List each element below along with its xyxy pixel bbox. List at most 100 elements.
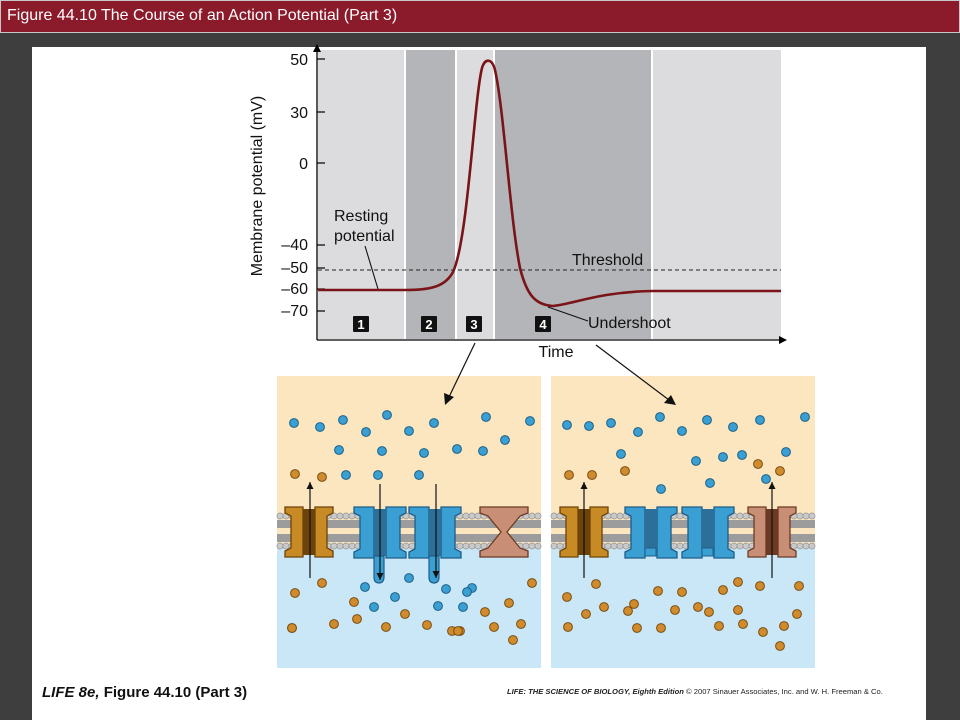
potassium-ion — [733, 577, 743, 587]
title-bar: Figure 44.10 The Course of an Action Pot… — [0, 0, 960, 33]
sodium-ion — [633, 427, 643, 437]
potassium-ion — [653, 586, 663, 596]
y-axis-label: Membrane potential (mV) — [249, 96, 266, 277]
potassium-ion — [620, 466, 630, 476]
potassium-ion — [714, 621, 724, 631]
potassium-channel-open — [747, 506, 797, 558]
sodium-ion — [404, 573, 414, 583]
potassium-ion — [400, 609, 410, 619]
potassium-ion — [775, 466, 785, 476]
potassium-ion — [755, 581, 765, 591]
potassium-channel-closed — [479, 506, 529, 558]
sodium-ion — [419, 448, 429, 458]
potassium-channel-closed — [284, 506, 334, 558]
phase-marker-4: 4 — [535, 316, 551, 332]
sodium-ion — [781, 447, 791, 457]
sodium-ion — [369, 602, 379, 612]
undershoot-pointer — [547, 306, 589, 322]
sodium-ion — [414, 470, 424, 480]
potassium-ion — [738, 619, 748, 629]
sodium-ion — [718, 452, 728, 462]
sodium-ion — [656, 484, 666, 494]
sodium-ion — [338, 415, 348, 425]
efflux-arrow — [768, 482, 776, 578]
potassium-ion — [693, 602, 703, 612]
y-tick-label: 30 — [290, 105, 308, 122]
undershoot-label: Undershoot — [588, 315, 671, 332]
sodium-ion — [677, 426, 687, 436]
potassium-channel-open — [559, 506, 609, 558]
sodium-ion — [334, 445, 344, 455]
potassium-ion — [629, 599, 639, 609]
sodium-ion — [382, 410, 392, 420]
sodium-ion — [737, 450, 747, 460]
sodium-ion — [390, 592, 400, 602]
resting-pointer — [364, 245, 379, 290]
potassium-ion — [591, 579, 601, 589]
sodium-ion — [800, 412, 810, 422]
sodium-ion — [616, 449, 626, 459]
ion-dots — [287, 410, 810, 651]
sodium-ion — [606, 418, 616, 428]
phase-bands — [318, 50, 781, 339]
resting-potential-label: Resting potential — [334, 208, 395, 245]
potassium-ion — [504, 598, 514, 608]
potassium-ion — [704, 607, 714, 617]
efflux-arrow — [306, 482, 314, 578]
action-potential-curve — [318, 59, 781, 308]
sodium-ion — [361, 427, 371, 437]
potassium-ion — [656, 623, 666, 633]
potassium-ion — [599, 602, 609, 612]
sodium-ion — [500, 435, 510, 445]
potassium-ion — [733, 605, 743, 615]
x-axis-label: Time — [539, 344, 574, 361]
sodium-channel-inactivated — [624, 506, 678, 559]
potassium-ion — [317, 472, 327, 482]
phase-marker-2: 2 — [421, 316, 437, 332]
potassium-ion — [794, 581, 804, 591]
potassium-ion — [670, 605, 680, 615]
potassium-ion — [792, 609, 802, 619]
panel-left-cytosol — [277, 545, 541, 668]
y-tick-label: –70 — [281, 303, 308, 320]
potassium-ion — [718, 585, 728, 595]
potassium-ion — [623, 606, 633, 616]
phase-3-band — [456, 50, 494, 339]
svg-text:2: 2 — [425, 317, 432, 332]
potassium-ion — [317, 578, 327, 588]
figure-caption: LIFE 8e, Figure 44.10 (Part 3) — [42, 684, 248, 701]
sodium-ion — [377, 446, 387, 456]
sodium-ion — [755, 415, 765, 425]
sodium-ion — [429, 418, 439, 428]
ion-flow-arrows — [306, 482, 776, 580]
potassium-ion — [480, 607, 490, 617]
potassium-ion — [352, 614, 362, 624]
sodium-ion — [481, 412, 491, 422]
phase-marker-3: 3 — [466, 316, 482, 332]
sodium-ion — [452, 444, 462, 454]
potassium-ion — [329, 619, 339, 629]
sodium-ion — [404, 426, 414, 436]
svg-text:1: 1 — [357, 317, 364, 332]
potassium-ion — [587, 470, 597, 480]
ion-channels — [284, 506, 797, 584]
potassium-ion — [779, 621, 789, 631]
sodium-ion — [525, 416, 535, 426]
potassium-ion — [677, 587, 687, 597]
sodium-channel-open — [408, 506, 462, 584]
potassium-ion — [489, 622, 499, 632]
potassium-ion — [508, 635, 518, 645]
panel-right-cytosol — [551, 545, 815, 668]
sodium-ion — [458, 602, 468, 612]
sodium-ion — [373, 470, 383, 480]
sodium-ion — [462, 587, 472, 597]
sodium-ion — [761, 474, 771, 484]
potassium-ion — [753, 459, 763, 469]
sodium-ion — [728, 422, 738, 432]
potassium-ion — [563, 622, 573, 632]
potassium-ion — [422, 620, 432, 630]
potassium-ion — [581, 609, 591, 619]
sodium-ion — [691, 456, 701, 466]
potassium-ion — [632, 623, 642, 633]
